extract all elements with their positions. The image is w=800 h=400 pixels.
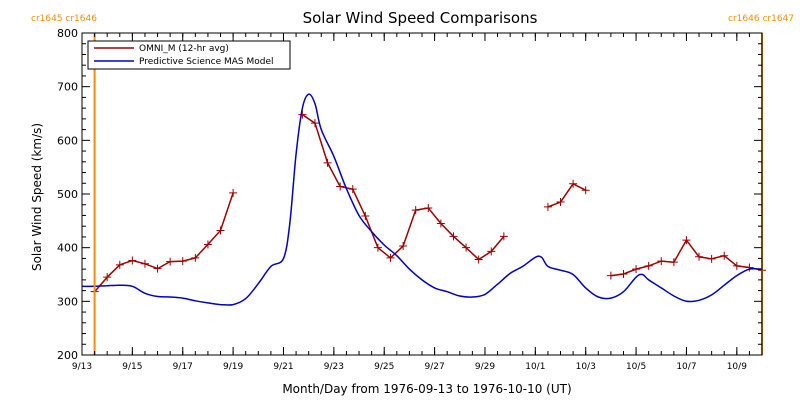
- omni-point: [606, 271, 615, 280]
- legend-label-mas: Predictive Science MAS Model: [139, 57, 274, 67]
- y-tick-label: 400: [57, 242, 78, 255]
- omni-point: [373, 243, 382, 252]
- legend-box: [87, 40, 291, 70]
- omni-point: [348, 185, 357, 194]
- x-tick-label: 9/13: [72, 362, 92, 372]
- omni-point: [745, 263, 754, 272]
- omni-point: [619, 269, 628, 278]
- omni-point: [499, 232, 508, 241]
- y-tick-label: 300: [57, 295, 78, 308]
- omni-point: [449, 232, 458, 241]
- omni-point: [153, 264, 162, 273]
- omni-point: [166, 257, 175, 266]
- rotation-label: cr1646 cr1647: [728, 14, 794, 24]
- omni-point: [399, 242, 408, 251]
- legend: OMNI_M (12-hr avg) Predictive Science MA…: [87, 40, 291, 70]
- omni-point: [657, 257, 666, 266]
- x-tick-label: 9/15: [122, 362, 142, 372]
- plot-frame: [81, 32, 763, 356]
- omni-line: [547, 182, 587, 208]
- omni-point: [411, 206, 420, 215]
- mas-line: [81, 93, 763, 306]
- omni-point: [720, 251, 729, 260]
- omni-point: [336, 182, 345, 191]
- omni-point: [436, 219, 445, 228]
- y-tick-label: 500: [57, 188, 78, 201]
- omni-point: [216, 226, 225, 235]
- x-tick-label: 10/7: [676, 362, 696, 372]
- omni-point: [323, 158, 332, 167]
- omni-point: [203, 240, 212, 249]
- omni-point: [229, 188, 238, 197]
- rotation-label: cr1645 cr1646: [31, 14, 97, 24]
- omni-point: [474, 255, 483, 264]
- x-tick-label: 9/23: [324, 362, 344, 372]
- x-tick-label: 10/3: [576, 362, 596, 372]
- y-tick-label: 600: [57, 134, 78, 147]
- omni-point: [140, 259, 149, 268]
- omni-point: [682, 236, 691, 245]
- x-tick-label: 9/29: [475, 362, 495, 372]
- omni-point: [178, 257, 187, 266]
- omni-point: [707, 254, 716, 263]
- omni-point: [128, 256, 137, 265]
- x-tick-label: 10/1: [525, 362, 545, 372]
- omni-point: [103, 273, 112, 282]
- omni-point: [556, 198, 565, 207]
- omni-point: [695, 252, 704, 261]
- x-tick-label: 9/19: [223, 362, 243, 372]
- series-layer: [81, 93, 766, 306]
- omni-point: [487, 247, 496, 256]
- omni-line: [301, 113, 505, 261]
- omni-point: [191, 253, 200, 262]
- omni-line: [94, 192, 234, 293]
- omni-line: [610, 238, 763, 277]
- chart-title: Solar Wind Speed Comparisons: [303, 9, 538, 27]
- omni-point: [424, 203, 433, 212]
- omni-point: [543, 202, 552, 211]
- x-tick-label: 9/25: [374, 362, 394, 372]
- omni-point: [569, 179, 578, 188]
- x-tick-label: 10/9: [727, 362, 747, 372]
- y-tick-label: 800: [57, 27, 78, 40]
- x-tick-label: 10/5: [626, 362, 646, 372]
- y-tick-label: 200: [57, 349, 78, 362]
- y-tick-label: 700: [57, 81, 78, 94]
- omni-point: [462, 243, 471, 252]
- omni-point: [386, 253, 395, 262]
- x-tick-label: 9/21: [273, 362, 293, 372]
- x-axis-title: Month/Day from 1976-09-13 to 1976-10-10 …: [282, 382, 571, 396]
- x-tick-label: 9/27: [424, 362, 444, 372]
- omni-point: [632, 265, 641, 274]
- x-tick-label: 9/17: [173, 362, 193, 372]
- omni-point: [581, 186, 590, 195]
- legend-label-omni: OMNI_M (12-hr avg): [139, 44, 229, 54]
- omni-point: [115, 260, 124, 269]
- omni-point: [644, 261, 653, 270]
- omni-point: [732, 261, 741, 270]
- y-axis-title: Solar Wind Speed (km/s): [30, 123, 44, 271]
- omni-point: [669, 258, 678, 267]
- axes: 200 300 400 500 600 700 800 9/13 9/15 9/17 9/19 9/2…: [57, 27, 763, 372]
- omni-point: [361, 212, 370, 221]
- omni-point: [310, 119, 319, 128]
